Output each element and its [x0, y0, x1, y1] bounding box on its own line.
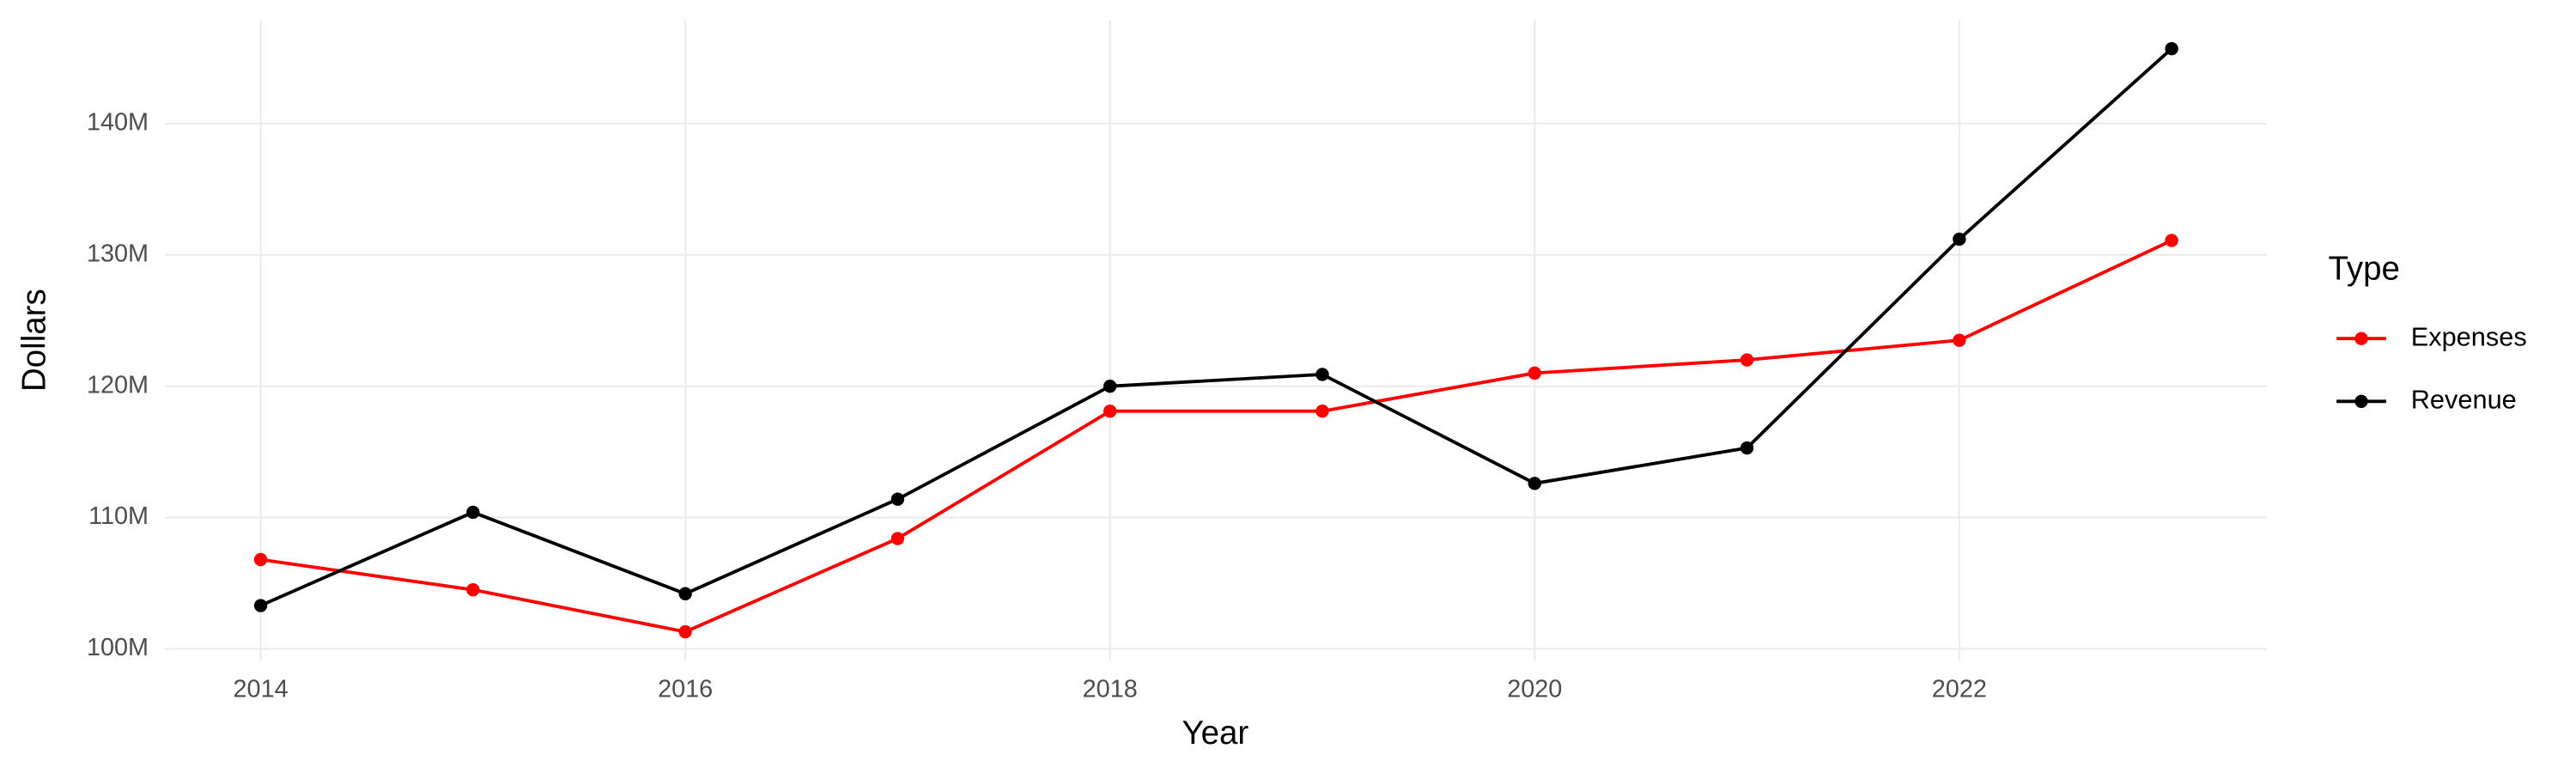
y-tick-label: 140M — [87, 108, 149, 136]
y-axis-title: Dollars — [15, 289, 52, 392]
data-point — [253, 552, 268, 567]
series-line — [260, 239, 2172, 634]
data-point — [890, 532, 905, 545]
legend-marker — [2354, 332, 2368, 345]
legend-title: Type — [2329, 251, 2400, 288]
data-point — [890, 492, 905, 506]
x-tick-label: 2020 — [1507, 675, 1562, 703]
x-tick-label: 2022 — [1932, 675, 1987, 703]
data-point — [466, 582, 480, 597]
x-axis-title: Year — [1182, 715, 1249, 752]
x-tick-label: 2018 — [1083, 675, 1138, 703]
legend-label: Expenses — [2411, 321, 2527, 351]
x-tick-label: 2014 — [234, 675, 289, 703]
data-point — [1528, 477, 1541, 490]
data-point — [1740, 441, 1754, 455]
data-point — [2165, 42, 2178, 56]
y-tick-label: 120M — [87, 371, 149, 399]
data-point — [1953, 232, 1966, 247]
legend-marker — [2354, 394, 2368, 408]
y-tick-label: 130M — [87, 240, 149, 267]
legend-label: Revenue — [2411, 384, 2517, 414]
data-point — [1103, 379, 1117, 393]
data-point — [1315, 405, 1329, 418]
data-point — [678, 587, 692, 600]
data-point — [1953, 333, 1966, 347]
data-point — [1315, 368, 1329, 381]
data-point — [466, 505, 480, 520]
data-point — [1740, 353, 1754, 367]
series-line — [259, 47, 2173, 607]
y-tick-label: 110M — [88, 502, 149, 530]
data-point — [253, 599, 268, 612]
data-point — [1528, 366, 1541, 380]
data-point — [678, 624, 692, 639]
x-tick-label: 2016 — [658, 675, 713, 703]
data-point — [2165, 234, 2178, 247]
y-tick-label: 100M — [87, 634, 149, 661]
data-point — [1103, 405, 1117, 418]
